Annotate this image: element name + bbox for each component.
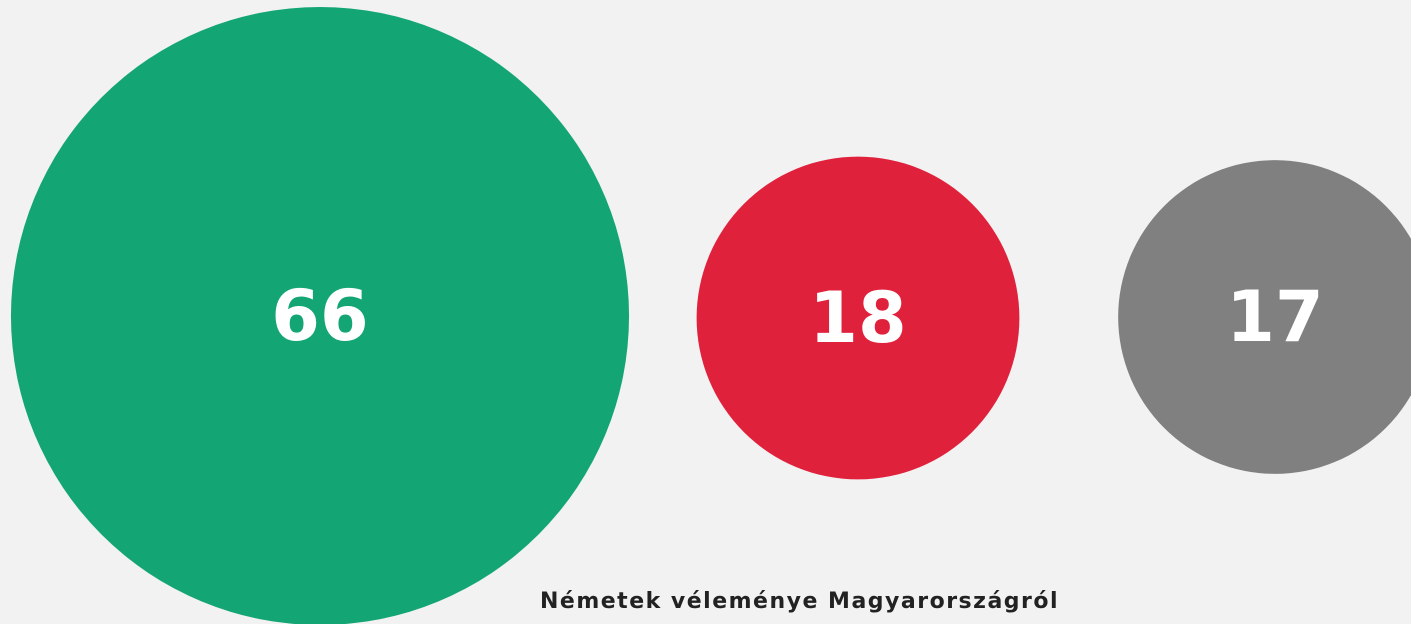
bubble bbox=[1118, 160, 1411, 474]
bubble-label: 18 bbox=[809, 277, 906, 359]
bubble-label: 66 bbox=[271, 275, 368, 357]
chart-title: Németek véleménye Magyarországról bbox=[540, 589, 1059, 614]
bubble-label: 17 bbox=[1226, 276, 1323, 358]
bubble bbox=[11, 7, 629, 624]
bubbles: 66 18 17 bbox=[11, 7, 1411, 624]
bubble bbox=[696, 156, 1020, 480]
